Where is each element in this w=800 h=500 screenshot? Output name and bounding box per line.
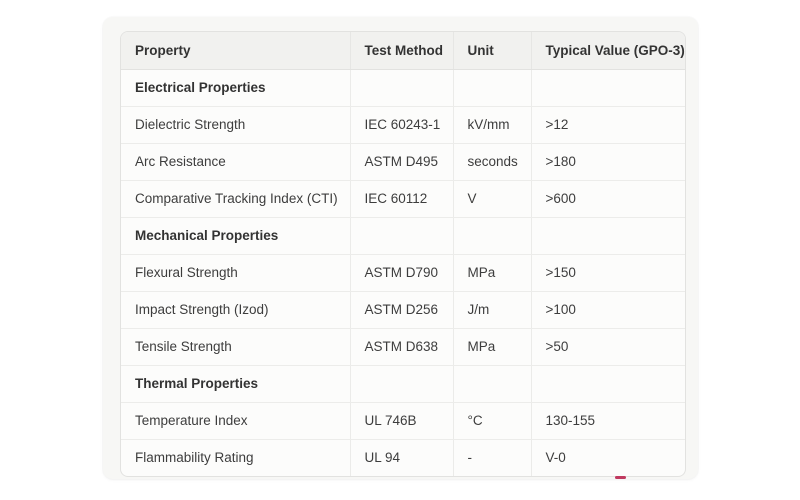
table-row: Flexural Strength ASTM D790 MPa >150 [121, 254, 685, 292]
cell-value: >150 [531, 254, 685, 292]
cell-property: Electrical Properties [121, 69, 351, 107]
col-header-value: Typical Value (GPO-3) [531, 32, 685, 70]
properties-table-container: Property Test Method Unit Typical Value (GP… [120, 31, 686, 477]
cell-property: Impact Strength (Izod) [121, 291, 351, 329]
cell-unit: MPa [453, 254, 532, 292]
col-header-property: Property [121, 32, 351, 70]
cell-property: Arc Resistance [121, 143, 351, 181]
table-row: Comparative Tracking Index (CTI) IEC 6011… [121, 180, 685, 218]
cell-test_method [350, 217, 454, 255]
cell-property: Flexural Strength [121, 254, 351, 292]
cell-value: >180 [531, 143, 685, 181]
cell-property: Tensile Strength [121, 328, 351, 366]
table-row: Tensile Strength ASTM D638 MPa >50 [121, 328, 685, 366]
cell-unit: - [453, 439, 532, 476]
cell-test_method [350, 365, 454, 403]
properties-table: Property Test Method Unit Typical Value (GP… [121, 32, 685, 476]
cell-value [531, 365, 685, 403]
table-header-row: Property Test Method Unit Typical Value (GP… [121, 32, 685, 70]
col-header-unit: Unit [453, 32, 532, 70]
section-row: Thermal Properties [121, 365, 685, 403]
col-header-test_method: Test Method [350, 32, 454, 70]
section-row: Mechanical Properties [121, 217, 685, 255]
cell-property: Comparative Tracking Index (CTI) [121, 180, 351, 218]
table-row: Arc Resistance ASTM D495 seconds >180 [121, 143, 685, 181]
cell-value [531, 69, 685, 107]
red-artifact-mark [615, 476, 626, 479]
cell-property: Dielectric Strength [121, 106, 351, 144]
cell-value: V-0 [545, 450, 566, 466]
cell-unit: seconds [453, 143, 532, 181]
table-row: Dielectric Strength IEC 60243-1 kV/mm >12 [121, 106, 685, 144]
cell-property: Flammability Rating [121, 439, 351, 476]
cell-value: >100 [531, 291, 685, 329]
cell-unit [453, 217, 532, 255]
section-row: Electrical Properties [121, 69, 685, 107]
cell-test_method: IEC 60243-1 [350, 106, 454, 144]
cell-unit: kV/mm [453, 106, 532, 144]
cell-test_method [350, 69, 454, 107]
cell-value: 130-155 [531, 402, 685, 440]
cell-test_method: ASTM D495 [350, 143, 454, 181]
cell-unit [453, 365, 532, 403]
cell-property: Temperature Index [121, 402, 351, 440]
table-row: Flammability Rating UL 94- V-0 [121, 439, 685, 476]
table-header: Property Test Method Unit Typical Value (GP… [121, 32, 685, 70]
cell-test_method: IEC 60112 [350, 180, 454, 218]
cell-unit: MPa [453, 328, 532, 366]
cell-test_method: UL 94 [350, 439, 454, 476]
cell-unit: J/m [453, 291, 532, 329]
cell-unit: V [453, 180, 532, 218]
cell-unit: °C [453, 402, 532, 440]
cell-test_method: ASTM D790 [350, 254, 454, 292]
cell-value: >12 [531, 106, 685, 144]
cell-test_method: ASTM D256 [350, 291, 454, 329]
cell-property: Thermal Properties [121, 365, 351, 403]
cell-test_method: UL 746B [350, 402, 454, 440]
properties-card: Property Test Method Unit Typical Value (GP… [103, 17, 698, 479]
cell-value: >600 [531, 180, 685, 218]
table-row: Temperature Index UL 746B °C 130-155 [121, 402, 685, 440]
cell-test_method: ASTM D638 [350, 328, 454, 366]
cell-value: >50 [531, 328, 685, 366]
table-row: Impact Strength (Izod) ASTM D256 J/m >100 [121, 291, 685, 329]
cell-unit [453, 69, 532, 107]
cell-value [531, 217, 685, 255]
cell-property: Mechanical Properties [121, 217, 351, 255]
